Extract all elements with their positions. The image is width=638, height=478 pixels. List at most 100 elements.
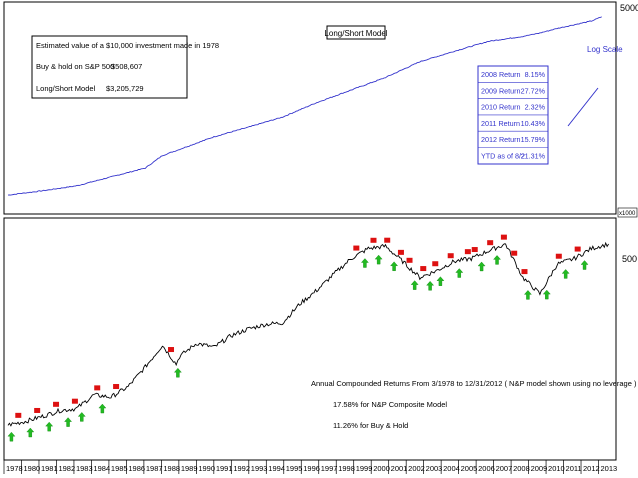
sell-signal-marker bbox=[53, 401, 60, 407]
buy-signal-arrow bbox=[98, 403, 107, 414]
x-tick-label: 1984 bbox=[93, 464, 110, 473]
x-tick-label: 1998 bbox=[338, 464, 355, 473]
sell-signal-marker bbox=[397, 249, 404, 255]
returns-row-value: 27.72% bbox=[521, 86, 546, 95]
x-tick-label: 1999 bbox=[356, 464, 373, 473]
buy-signal-arrow bbox=[26, 427, 35, 438]
x-tick-label: 2009 bbox=[531, 464, 548, 473]
sell-signal-marker bbox=[521, 269, 528, 275]
signals bbox=[7, 234, 589, 442]
buy-signal-arrow bbox=[410, 280, 419, 290]
annotation-line-3: 11.26% for Buy & Hold bbox=[333, 421, 408, 430]
returns-row-label: 2010 Return bbox=[481, 103, 521, 112]
returns-row-label: YTD as of 8/2 bbox=[481, 152, 525, 161]
sell-signal-marker bbox=[370, 237, 377, 243]
x-tick-label: 1985 bbox=[111, 464, 128, 473]
x-tick-label: 1997 bbox=[321, 464, 338, 473]
x-tick-label: 1978 bbox=[6, 464, 23, 473]
bottom-series-line bbox=[7, 241, 609, 427]
annotation-line-2: 17.58% for N&P Composite Model bbox=[333, 400, 447, 409]
x-tick-label: 1986 bbox=[128, 464, 145, 473]
returns-row-value: 10.43% bbox=[521, 119, 546, 128]
x-tick-label: 2007 bbox=[496, 464, 513, 473]
unit-label-box bbox=[617, 207, 638, 218]
info-row-value: $508,607 bbox=[111, 62, 142, 71]
sell-signal-marker bbox=[432, 261, 439, 267]
buy-signal-arrow bbox=[77, 412, 86, 422]
sell-signal-marker bbox=[15, 412, 22, 418]
scale-label: Log Scale bbox=[587, 45, 623, 54]
sell-signal-marker bbox=[384, 237, 391, 243]
buy-signal-arrow bbox=[580, 260, 589, 270]
returns-row-value: 2.32% bbox=[525, 103, 546, 112]
bottom-series bbox=[7, 241, 609, 427]
x-tick-label: 2002 bbox=[408, 464, 425, 473]
sell-signal-marker bbox=[168, 347, 175, 353]
buy-signal-arrow bbox=[561, 269, 570, 279]
x-tick-label: 2000 bbox=[373, 464, 390, 473]
x-tick-label: 1989 bbox=[181, 464, 198, 473]
sell-signal-marker bbox=[353, 245, 360, 251]
buy-signal-arrow bbox=[493, 255, 501, 265]
sell-signal-marker bbox=[113, 384, 120, 390]
x-axis: 1978 1980 1981 1982 1983 1984 1985 1986 1987 1988… bbox=[3, 459, 617, 474]
x-tick-label: 1983 bbox=[76, 464, 93, 473]
buy-signal-arrow bbox=[360, 258, 369, 268]
top-axis-label: 5000 bbox=[620, 3, 638, 13]
top-series-line bbox=[7, 16, 602, 196]
buy-signal-arrow bbox=[173, 367, 182, 378]
x-tick-label: 1991 bbox=[216, 464, 233, 473]
scale-indicator-line bbox=[567, 87, 599, 127]
x-tick-label: 1994 bbox=[268, 464, 285, 473]
buy-signal-arrow bbox=[436, 276, 445, 286]
buy-signal-arrow bbox=[390, 261, 399, 271]
bottom-panel-frame bbox=[3, 217, 617, 461]
buy-signal-arrow bbox=[542, 289, 551, 300]
sell-signal-marker bbox=[500, 234, 507, 240]
sell-signal-marker bbox=[487, 240, 494, 246]
x-tick-label: 1993 bbox=[251, 464, 268, 473]
sell-signal-marker bbox=[471, 247, 478, 253]
bottom-axis-value: 500 bbox=[622, 254, 637, 264]
x-tick-label: 2010 bbox=[548, 464, 565, 473]
sell-signal-marker bbox=[34, 407, 41, 413]
x-tick-label: 1981 bbox=[41, 464, 58, 473]
returns-row-label: 2011 Return bbox=[481, 119, 520, 128]
title-box bbox=[326, 25, 386, 40]
sell-signal-marker bbox=[511, 250, 518, 256]
x-tick-label: 1990 bbox=[198, 464, 215, 473]
x-tick-label: 2003 bbox=[426, 464, 443, 473]
sell-signal-marker bbox=[574, 246, 581, 252]
returns-row-label: 2012 Return bbox=[481, 135, 521, 144]
buy-signal-arrow bbox=[426, 280, 435, 291]
chart-title: Long/Short Model bbox=[324, 29, 387, 38]
buy-signal-arrow bbox=[64, 417, 72, 427]
info-box-heading: Estimated value of a $10,000 investment … bbox=[36, 41, 219, 50]
returns-table: 2008 Return 8.15% 2009 Return 27.72%2010 Re… bbox=[477, 65, 549, 165]
x-tick-label: 2011 bbox=[566, 464, 582, 473]
top-panel: 5000 Long/Short Model Estimated value of… bbox=[3, 1, 638, 215]
x-tick-label: 2001 bbox=[391, 464, 408, 473]
x-tick-label: 1992 bbox=[233, 464, 250, 473]
returns-row-value: 15.79% bbox=[521, 135, 546, 144]
buy-signal-arrow bbox=[523, 290, 532, 300]
x-tick-label: 2004 bbox=[443, 464, 460, 473]
buy-signal-arrow bbox=[455, 268, 464, 278]
x-tick-label: 2005 bbox=[461, 464, 478, 473]
sell-signal-marker bbox=[420, 266, 427, 272]
buy-signal-arrow bbox=[477, 261, 486, 272]
x-tick-label: 2008 bbox=[513, 464, 530, 473]
buy-signal-arrow bbox=[45, 421, 54, 432]
x-tick-label: 2012 bbox=[583, 464, 600, 473]
sell-signal-marker bbox=[94, 385, 101, 391]
x-tick-label: 1988 bbox=[163, 464, 180, 473]
bottom-panel: x1000 500 Annual Compounded Returns From… bbox=[3, 207, 638, 461]
info-row-label: Long/Short Model bbox=[36, 84, 96, 93]
annotation-line-1: Annual Compounded Returns From 3/1978 to… bbox=[311, 379, 637, 388]
sell-signal-marker bbox=[447, 253, 454, 259]
x-tick-label: 1980 bbox=[23, 464, 40, 473]
returns-row-label: 2009 Return bbox=[481, 86, 521, 95]
x-tick-label: 1996 bbox=[303, 464, 320, 473]
x-tick-label: 2006 bbox=[478, 464, 495, 473]
